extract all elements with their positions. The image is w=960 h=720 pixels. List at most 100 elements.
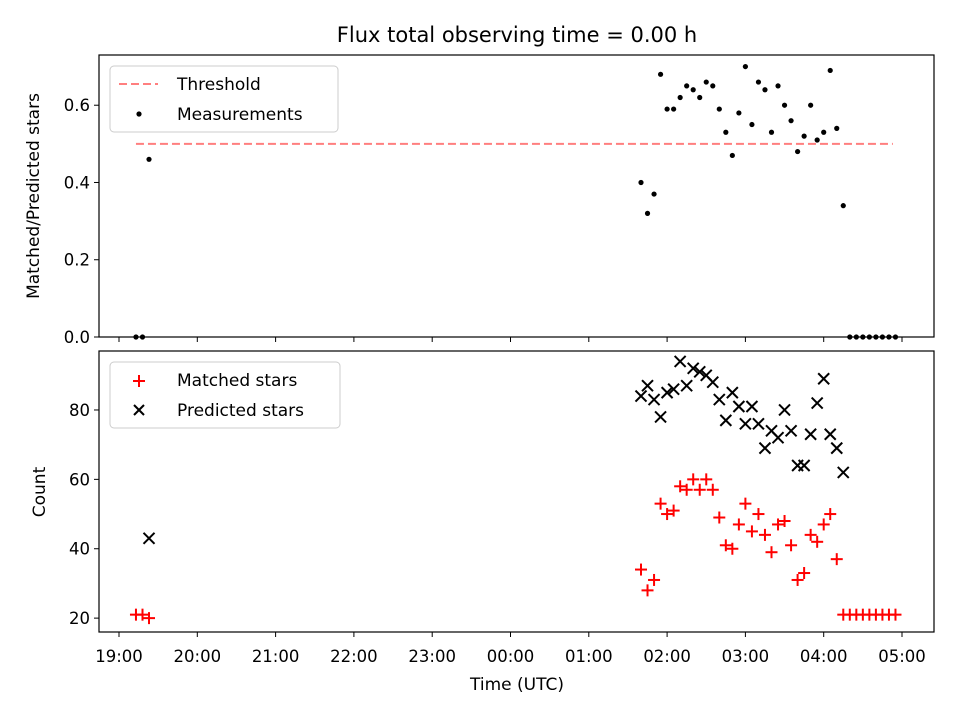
measurement-point — [710, 83, 716, 89]
measurement-point — [671, 106, 677, 112]
predicted-star-point-b — [673, 355, 687, 368]
measurement-point — [840, 203, 846, 209]
predicted-star-point — [693, 365, 706, 379]
count-x-ticks: 19:00 20:00 21:00 22:00 23:00 00:00 01:00 02:00… — [95, 632, 926, 666]
predicted-star-point — [673, 355, 687, 368]
matched-star-point — [661, 508, 674, 521]
measurement-point — [729, 152, 735, 159]
predicted-star-point — [817, 372, 830, 385]
predicted-star-point — [778, 403, 791, 417]
ratio-y-tick-label: 0.4 — [64, 173, 90, 192]
ratio-panel: 0.0 0.2 0.4 0.6 Matched/Predicted stars Thr… — [24, 54, 935, 347]
ratio-plot-area — [133, 63, 899, 340]
matched-star-point — [811, 535, 824, 548]
matched-star-point — [635, 563, 647, 576]
matched-star-point — [700, 473, 713, 486]
matched-star-point — [785, 539, 798, 552]
matched-star-point — [136, 608, 149, 621]
predicted-star-point-b — [732, 400, 746, 413]
measurement-point — [677, 94, 683, 101]
predicted-star-point-b — [706, 376, 719, 389]
measurement-point — [801, 133, 807, 139]
count-y-tick-label: 60 — [69, 470, 90, 489]
matched-star-point — [758, 528, 771, 541]
matched-star-point — [674, 480, 687, 493]
count-plot-area — [129, 355, 902, 625]
count-y-tick-label: 20 — [69, 609, 90, 628]
matched-star-point — [726, 542, 739, 555]
count-legend: Matched stars Predicted stars — [109, 361, 341, 429]
predicted-star-point-b — [771, 431, 785, 444]
count-x-tick-label: 04:00 — [800, 647, 848, 666]
predicted-star-point-b — [797, 459, 811, 472]
matched-star-point — [830, 553, 843, 566]
ratio-axes-frame — [98, 54, 935, 338]
predicted-star-point — [797, 459, 811, 472]
predicted-star-point — [726, 386, 739, 399]
predicted-star-point-b — [745, 400, 759, 413]
predicted-star-point — [758, 441, 772, 455]
predicted-star-point — [824, 428, 837, 441]
predicted-star-point — [660, 386, 674, 399]
legend-threshold-label: Threshold — [176, 75, 261, 95]
predicted-star-point-b — [713, 393, 726, 406]
predicted-star-point — [784, 424, 798, 437]
predicted-star-point-b — [739, 417, 752, 431]
legend-predicted-swatch — [133, 404, 145, 416]
predicted-star-point — [732, 400, 746, 413]
matched-star-point — [706, 483, 719, 496]
measurement-point — [768, 129, 775, 135]
count-x-tick-label: 03:00 — [722, 647, 770, 666]
matched-star-point — [752, 508, 765, 521]
matched-star-point — [798, 567, 811, 580]
predicted-star-point-b — [778, 403, 791, 417]
matched-star-point — [641, 584, 654, 597]
ratio-y-axis-label: Matched/Predicted stars — [24, 93, 44, 299]
ratio-y-tick-label: 0.6 — [64, 96, 90, 115]
matched-star-point — [687, 473, 700, 486]
predicted-star-point-b — [634, 389, 648, 403]
x-axis-label: Time (UTC) — [469, 675, 564, 695]
measurement-point — [742, 63, 749, 70]
matched-star-point — [804, 528, 817, 541]
ratio-y-ticks: 0.0 0.2 0.4 0.6 — [64, 96, 99, 347]
predicted-star-point-b — [817, 372, 830, 385]
predicted-star-point — [752, 417, 765, 431]
predicted-star-point — [713, 393, 726, 406]
predicted-star-point-b — [719, 414, 733, 427]
predicted-star-point — [667, 382, 680, 396]
count-x-tick-label: 23:00 — [408, 647, 456, 666]
matched-star-point — [680, 483, 693, 496]
count-x-tick-label: 22:00 — [330, 647, 378, 666]
measurement-point — [775, 83, 781, 89]
matched-star-point — [693, 483, 706, 496]
predicted-star-point-b — [784, 424, 798, 437]
ratio-legend: Threshold Measurements — [109, 65, 339, 133]
matched-star-point — [648, 573, 661, 586]
measurement-point — [781, 102, 788, 108]
predicted-star-point-b — [810, 396, 824, 410]
predicted-star-point — [810, 396, 824, 410]
measurement-point — [762, 87, 768, 93]
matched-star-point — [739, 497, 752, 510]
predicted-star-point — [745, 400, 759, 413]
matched-star-point — [817, 518, 830, 531]
predicted-star-point — [647, 393, 661, 406]
measurement-point — [657, 71, 664, 77]
matched-star-point — [772, 518, 785, 531]
measurement-point — [795, 148, 801, 155]
predicted-star-point — [739, 417, 752, 431]
matched-star-point — [765, 546, 778, 559]
matched-star-point — [713, 511, 726, 524]
measurement-point — [788, 118, 794, 124]
predicted-star-point — [830, 441, 843, 455]
matched-star-point — [143, 612, 156, 625]
predicted-star-point — [771, 431, 785, 444]
matched-star-point — [732, 518, 745, 531]
count-x-tick-label: 21:00 — [252, 647, 300, 666]
measurement-point — [736, 110, 742, 116]
count-x-tick-label: 00:00 — [487, 647, 535, 666]
ratio-y-tick-label: 0.0 — [64, 328, 90, 347]
predicted-star-point — [634, 389, 648, 403]
measurement-point — [814, 137, 820, 143]
